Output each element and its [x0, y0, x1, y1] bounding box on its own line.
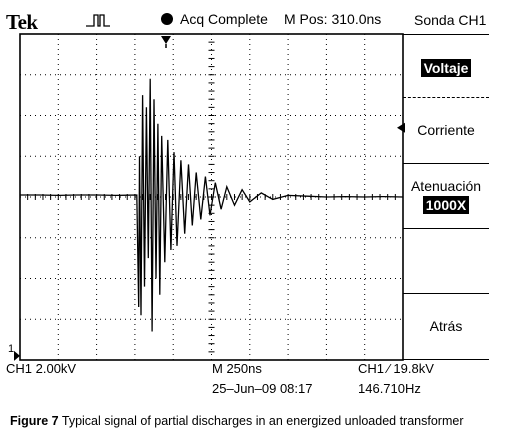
caption-label: Figure 7 [10, 414, 59, 428]
caption-text: Typical signal of partial discharges in … [61, 414, 464, 428]
waveform-trace [20, 78, 404, 332]
trigger-position-icon [161, 36, 171, 44]
menu-item-voltaje[interactable]: Voltaje [403, 59, 489, 77]
menu-divider [403, 97, 489, 98]
menu-item-atras[interactable]: Atrás [429, 318, 463, 334]
menu-item-atenuacion[interactable]: Atenuación 1000X [403, 178, 489, 214]
menu-divider [403, 228, 489, 229]
figure-caption: Figure 7 Typical signal of partial disch… [10, 414, 464, 428]
channel-marker-label: 1 [8, 343, 15, 355]
side-menu-title: Sonda CH1 [414, 12, 487, 28]
attenuation-value: 1000X [422, 196, 470, 214]
trigger-status-icon [86, 14, 110, 27]
menu-item-voltaje-label: Voltaje [420, 59, 472, 77]
acquisition-status: Acq Complete [180, 11, 268, 27]
menu-divider [403, 293, 489, 294]
menu-divider [403, 163, 489, 164]
channel-scale: CH1 2.00kV [6, 361, 77, 376]
acquisition-status-icon [161, 13, 173, 25]
menu-item-corriente[interactable]: Corriente [417, 122, 475, 138]
menu-divider [403, 359, 489, 360]
brand-logo: Tek [6, 10, 38, 34]
menu-divider [403, 34, 489, 35]
frequency: 146.710Hz [358, 381, 421, 396]
horizontal-position: M Pos: 310.0ns [284, 11, 382, 27]
datetime: 25–Jun–09 08:17 [212, 381, 313, 396]
menu-item-atenuacion-label: Atenuación [410, 178, 482, 194]
trigger-level-icon [397, 122, 405, 133]
trigger-readout: CH1 ∕ 19.8kV [358, 361, 434, 376]
timebase: M 250ns [212, 361, 262, 376]
channel-ground-icon [14, 350, 20, 361]
